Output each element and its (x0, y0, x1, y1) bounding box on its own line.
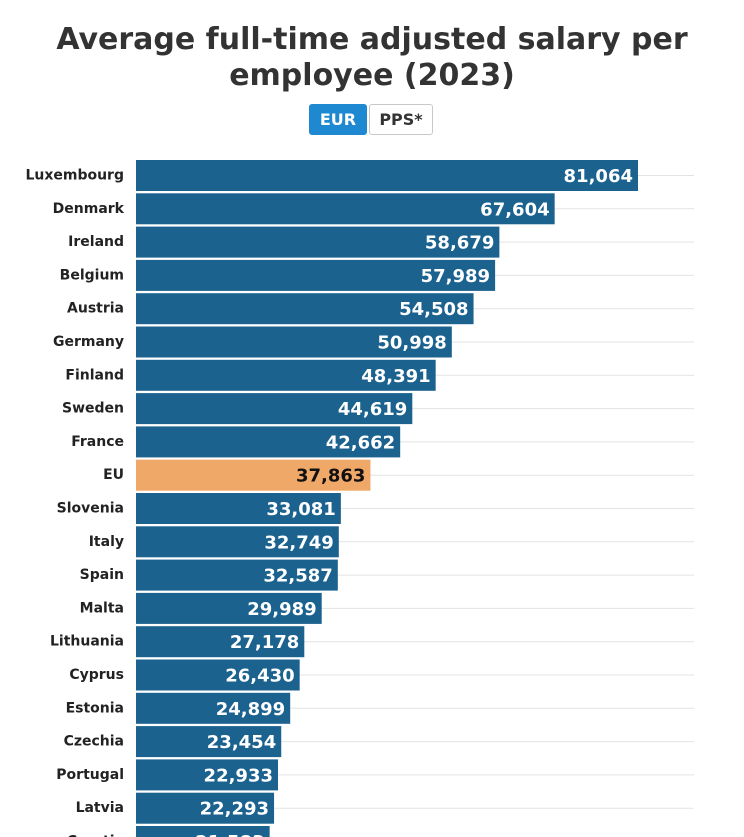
value-label-croatia: 21,583 (195, 832, 264, 837)
value-label-malta: 29,989 (247, 599, 316, 620)
value-label-luxembourg: 81,064 (564, 166, 633, 187)
category-label-latvia: Latvia (76, 800, 124, 816)
category-labels: Luxembourg Denmark Ireland Belgium Austria Ge… (25, 168, 124, 837)
value-label-estonia: 24,899 (216, 699, 285, 720)
bar-germany[interactable] (136, 326, 452, 358)
category-label-slovenia: Slovenia (57, 501, 124, 517)
value-label-cyprus: 26,430 (225, 666, 294, 687)
bar-malta[interactable] (136, 592, 322, 624)
bar-belgium[interactable] (136, 259, 496, 291)
category-label-luxembourg: Luxembourg (25, 168, 124, 184)
bar-austria[interactable] (136, 293, 474, 325)
category-label-finland: Finland (65, 367, 124, 383)
value-label-latvia: 22,293 (200, 799, 269, 820)
eur-toggle-button[interactable]: EUR (309, 104, 367, 135)
value-label-italy: 32,749 (264, 532, 333, 553)
bars (136, 160, 638, 837)
category-label-italy: Italy (89, 534, 124, 550)
value-label-ireland: 58,679 (425, 233, 494, 254)
bar-latvia[interactable] (136, 792, 275, 824)
category-label-czechia: Czechia (64, 734, 124, 750)
bar-finland[interactable] (136, 359, 436, 391)
category-label-estonia: Estonia (66, 700, 124, 716)
category-label-belgium: Belgium (60, 267, 124, 283)
bar-sweden[interactable] (136, 393, 413, 425)
value-label-austria: 54,508 (399, 299, 468, 320)
category-label-germany: Germany (53, 334, 124, 350)
bar-lithuania[interactable] (136, 626, 305, 658)
bar-denmark[interactable] (136, 193, 555, 225)
bar-portugal[interactable] (136, 759, 279, 791)
bar-france[interactable] (136, 426, 401, 458)
bar-czechia[interactable] (136, 726, 282, 758)
value-labels: 81,064 67,604 58,679 57,989 54,508 50,998 48,3… (195, 166, 633, 837)
category-label-eu: EU (103, 467, 124, 483)
value-label-sweden: 44,619 (338, 399, 407, 420)
category-label-malta: Malta (80, 600, 124, 616)
bar-luxembourg[interactable] (136, 160, 638, 191)
category-label-portugal: Portugal (56, 767, 124, 783)
category-label-denmark: Denmark (53, 201, 125, 217)
category-label-france: France (71, 434, 124, 450)
bar-spain[interactable] (136, 559, 338, 591)
value-label-lithuania: 27,178 (230, 632, 299, 653)
category-label-spain: Spain (80, 567, 124, 583)
value-label-finland: 48,391 (361, 366, 430, 387)
category-label-lithuania: Lithuania (50, 634, 124, 650)
value-label-portugal: 22,933 (204, 765, 273, 786)
bar-estonia[interactable] (136, 692, 291, 724)
pps-toggle-button[interactable]: PPS* (369, 104, 433, 135)
value-label-belgium: 57,989 (421, 266, 490, 287)
category-label-austria: Austria (67, 301, 124, 317)
bar-cyprus[interactable] (136, 659, 300, 691)
value-label-denmark: 67,604 (480, 199, 549, 220)
category-label-croatia: Croatia (67, 834, 124, 837)
value-label-slovenia: 33,081 (266, 499, 335, 520)
category-label-sweden: Sweden (62, 401, 124, 417)
value-label-eu: 37,863 (296, 466, 365, 487)
bar-slovenia[interactable] (136, 493, 341, 524)
currency-toggle: EUR PPS* (309, 104, 433, 135)
value-label-france: 42,662 (326, 432, 395, 453)
value-label-czechia: 23,454 (207, 732, 276, 753)
chart-title: Average full-time adjusted salary per em… (56, 22, 688, 93)
bar-ireland[interactable] (136, 226, 500, 258)
category-label-cyprus: Cyprus (69, 667, 124, 683)
bar-italy[interactable] (136, 526, 339, 558)
bar-croatia[interactable] (136, 826, 270, 837)
bar-eu[interactable] (136, 459, 371, 491)
value-label-spain: 32,587 (263, 566, 332, 587)
value-label-germany: 50,998 (377, 333, 446, 354)
category-label-ireland: Ireland (68, 234, 124, 250)
